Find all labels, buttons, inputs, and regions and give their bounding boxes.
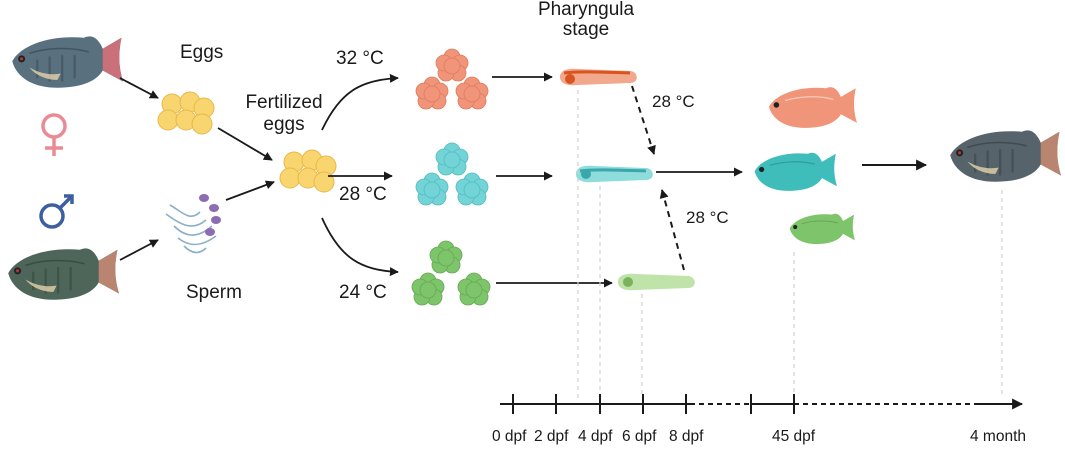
embryo-to-larva-arrows (492, 72, 613, 288)
fertilized-eggs-label: Fertilized eggs (236, 92, 332, 136)
female-symbol-icon (41, 113, 67, 156)
pharyngula-stage-label: Pharyngula stage (536, 0, 636, 40)
embryo-cluster-mid (415, 142, 489, 206)
tick-label-4dpf: 4 dpf (578, 428, 613, 445)
female-to-eggs-arrow (119, 77, 159, 99)
timeline-ticks (512, 394, 795, 414)
temperature-branch-arrows (321, 73, 399, 277)
tick-label-2dpf: 2 dpf (534, 428, 569, 445)
larva-mid-icon (576, 165, 653, 183)
temp-high-label: 32 °C (336, 48, 384, 69)
temp-low-label: 24 °C (339, 282, 387, 303)
branch-high-arrow (321, 73, 399, 131)
unfertilized-egg-cluster-icon (157, 91, 215, 135)
female-fish-icon (12, 36, 123, 88)
temp-shift-bottom-label: 28 °C (686, 208, 729, 227)
shift-down-arrow (631, 85, 656, 155)
pharyngula-label-line2: stage (562, 19, 610, 40)
embryo-cluster-high (415, 48, 489, 110)
larva-low-icon (618, 273, 695, 291)
tick-label-4month: 4 month (970, 428, 1027, 445)
tick-label-6dpf: 6 dpf (622, 428, 657, 445)
sperm-icon (165, 194, 221, 254)
shift-up-arrow (659, 189, 685, 271)
branch-low-arrow (321, 217, 399, 277)
male-symbol-icon (39, 194, 74, 229)
tick-label-8dpf: 8 dpf (669, 428, 704, 445)
fertilized-label-line1: Fertilized (245, 92, 323, 113)
tick-label-0dpf: 0 dpf (492, 428, 527, 445)
fertilized-egg-cluster-icon (279, 149, 337, 193)
male-to-sperm-arrow (119, 239, 159, 261)
tick-label-45dpf: 45 dpf (772, 428, 816, 445)
temperature-shift-arrows (631, 85, 685, 271)
eggs-to-fertilized-arrow (217, 127, 273, 161)
timeline-guide-lines (577, 90, 1003, 398)
sperm-label: Sperm (186, 282, 242, 303)
pharyngula-label-line1: Pharyngula (537, 0, 635, 20)
fertilized-label-line2: eggs (263, 114, 305, 135)
juvenile-fish-high-icon (768, 87, 857, 128)
temp-mid-label: 28 °C (339, 184, 387, 205)
temp-shift-top-label: 28 °C (652, 92, 695, 111)
juvenile-fish-mid-icon (754, 152, 837, 191)
male-fish-icon (8, 248, 119, 300)
eggs-label: Eggs (180, 42, 224, 63)
embryo-cluster-low (411, 240, 491, 306)
larva-high-icon (560, 68, 637, 86)
adult-fish-icon (950, 130, 1061, 182)
parent-arrows (119, 77, 275, 261)
sperm-to-fertilized-arrow (225, 180, 275, 201)
juvenile-fish-low-icon (789, 213, 855, 245)
